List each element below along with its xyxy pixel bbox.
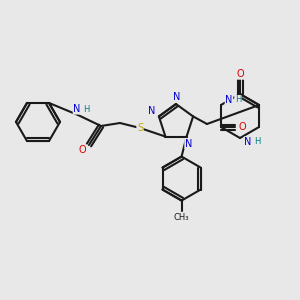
Text: N: N bbox=[225, 95, 233, 105]
Text: N: N bbox=[244, 137, 252, 147]
Text: S: S bbox=[137, 123, 143, 133]
Text: H: H bbox=[83, 104, 89, 113]
Text: O: O bbox=[78, 145, 86, 155]
Text: N: N bbox=[185, 139, 192, 148]
Text: H: H bbox=[235, 95, 241, 104]
Text: N: N bbox=[173, 92, 181, 102]
Text: H: H bbox=[254, 137, 260, 146]
Text: N: N bbox=[73, 104, 81, 114]
Text: N: N bbox=[148, 106, 156, 116]
Text: O: O bbox=[236, 69, 244, 79]
Text: O: O bbox=[238, 122, 246, 132]
Text: CH₃: CH₃ bbox=[174, 213, 189, 222]
